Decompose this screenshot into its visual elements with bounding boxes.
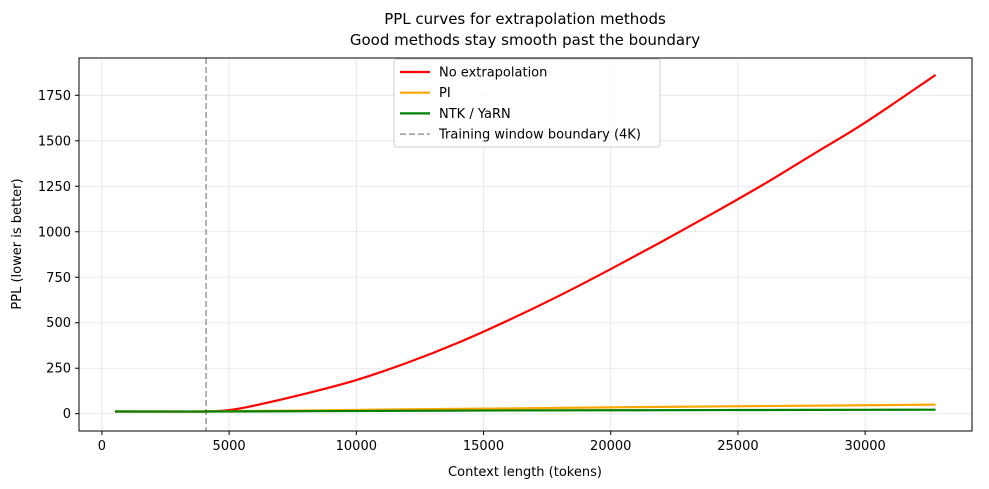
x-tick-label: 30000 [844, 439, 885, 454]
legend-label: Training window boundary (4K) [438, 128, 641, 143]
y-axis-label: PPL (lower is better) [10, 178, 25, 309]
x-tick-label: 10000 [336, 439, 377, 454]
legend-item-no-extrapolation: No extrapolation [400, 66, 547, 81]
legend-label: NTK / YaRN [439, 107, 511, 122]
y-tick-label: 1500 [38, 134, 71, 149]
x-tick-label: 0 [98, 439, 106, 454]
x-tick-label: 25000 [717, 439, 758, 454]
y-tick-label: 1250 [38, 180, 71, 195]
legend-box [393, 58, 661, 148]
legend-item-pi: PI [400, 86, 451, 101]
plot-frame [78, 57, 973, 432]
y-tick-label: 0 [63, 407, 71, 422]
x-tick-label: 15000 [463, 439, 504, 454]
x-axis-label: Context length (tokens) [448, 465, 602, 480]
y-tick-label: 750 [46, 271, 71, 286]
legend-label: PI [439, 86, 451, 101]
ticks-layer: 0 5000 10000 15000 20000 25000 30000 0 250 500 750… [38, 89, 886, 454]
y-tick-label: 500 [46, 316, 71, 331]
y-tick-label: 250 [46, 362, 71, 377]
y-tick-label: 1750 [38, 89, 71, 104]
x-tick-label: 20000 [590, 439, 631, 454]
legend-item-training-boundary: Training window boundary (4K) [400, 128, 641, 143]
legend-item-ntk-yarn: NTK / YaRN [400, 107, 511, 122]
y-tick-label: 1000 [38, 225, 71, 240]
legend: No extrapolation PI NTK / YaRN Training win… [393, 58, 661, 148]
chart-title: PPL curves for extrapolation methods [384, 10, 666, 28]
legend-label: No extrapolation [439, 66, 547, 81]
ntk-yarn-line [114, 408, 936, 413]
chart-subtitle: Good methods stay smooth past the bounda… [350, 31, 700, 49]
series-layer [114, 58, 937, 431]
x-tick-label: 5000 [213, 439, 246, 454]
